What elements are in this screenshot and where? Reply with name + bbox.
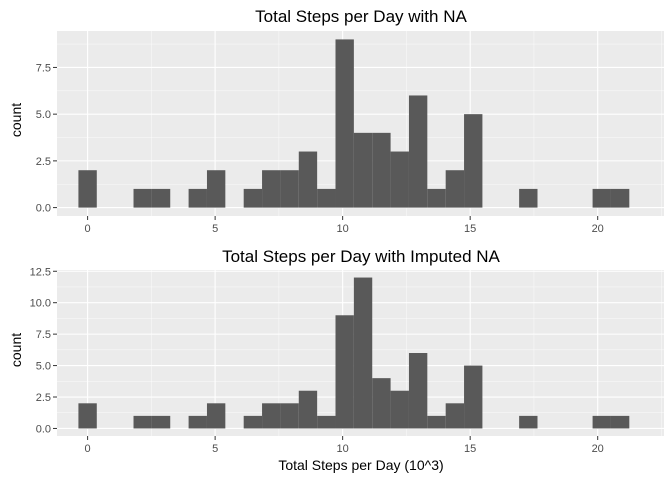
y-axis-title: count xyxy=(8,103,24,137)
y-axis-title: count xyxy=(8,333,24,367)
histogram-bar xyxy=(519,415,538,429)
plot-panel xyxy=(57,31,664,216)
histogram-bar xyxy=(335,39,354,208)
x-tick-label: 5 xyxy=(212,223,218,235)
x-tick-label: 15 xyxy=(464,443,476,455)
y-tick-label: 5.0 xyxy=(36,109,51,121)
histogram-bar xyxy=(151,188,171,208)
x-tick-label: 0 xyxy=(85,443,91,455)
y-tick-label: 0.0 xyxy=(36,203,51,215)
y-tick-label: 5.0 xyxy=(36,361,51,373)
y-tick-label: 7.5 xyxy=(36,329,51,341)
x-tick-label: 10 xyxy=(337,223,349,235)
histogram-bar xyxy=(317,415,336,429)
histogram-bar xyxy=(445,403,465,429)
histogram-bar xyxy=(262,170,281,208)
histogram-bar xyxy=(610,188,630,208)
histogram-bar xyxy=(298,151,318,208)
x-tick-label: 20 xyxy=(592,223,604,235)
histogram-bar xyxy=(592,415,611,429)
histogram-bar xyxy=(408,353,428,429)
histogram-bar xyxy=(133,415,152,429)
histogram-bar xyxy=(353,132,373,208)
histogram-bar xyxy=(206,403,226,429)
histogram-bar xyxy=(464,365,483,429)
histogram-bar xyxy=(280,170,299,208)
histogram-bar xyxy=(243,415,263,429)
x-tick-label: 5 xyxy=(212,443,218,455)
y-tick-label: 12.5 xyxy=(30,266,51,278)
chart-title: Total Steps per Day with NA xyxy=(255,7,467,26)
y-tick-label: 10.0 xyxy=(30,298,51,310)
y-tick-label: 7.5 xyxy=(36,62,51,74)
histogram-bar xyxy=(464,114,483,208)
histogram-bar xyxy=(262,403,281,429)
chart-title: Total Steps per Day with Imputed NA xyxy=(222,247,500,266)
histogram-bar xyxy=(133,188,152,208)
histogram-bar xyxy=(592,188,611,208)
histogram-bar xyxy=(372,378,391,429)
histogram-bar xyxy=(390,151,409,208)
y-tick-label: 0.0 xyxy=(36,423,51,435)
histogram-bar xyxy=(353,277,373,429)
histogram-bar xyxy=(317,188,336,208)
histogram-bar xyxy=(188,415,207,429)
histogram-bar xyxy=(206,170,226,208)
histogram-bar xyxy=(78,170,97,208)
plot-panel xyxy=(57,270,664,436)
histogram-bar xyxy=(610,415,630,429)
histogram-bar xyxy=(427,188,446,208)
histogram-bar xyxy=(408,95,428,208)
histogram-bar xyxy=(519,188,538,208)
histogram-bar xyxy=(78,403,97,429)
x-axis-title: Total Steps per Day (10^3) xyxy=(278,457,443,473)
y-tick-label: 2.5 xyxy=(36,392,51,404)
histogram-with-na: Total Steps per Day with NA count 0.0 2.5… xyxy=(8,7,664,235)
histogram-bar xyxy=(390,390,409,429)
x-tick-label: 10 xyxy=(337,443,349,455)
histogram-bar xyxy=(188,188,207,208)
histogram-bar xyxy=(243,188,263,208)
x-tick-label: 15 xyxy=(464,223,476,235)
histogram-bar xyxy=(151,415,171,429)
histogram-bar xyxy=(445,170,465,208)
histogram-bar xyxy=(298,390,318,429)
histogram-bar xyxy=(427,415,446,429)
histogram-bar xyxy=(372,132,391,208)
histogram-bar xyxy=(280,403,299,429)
histogram-with-imputed-na: Total Steps per Day with Imputed NA coun… xyxy=(8,247,664,473)
x-tick-label: 0 xyxy=(85,223,91,235)
histogram-bar xyxy=(335,315,354,429)
y-tick-label: 2.5 xyxy=(36,156,51,168)
x-tick-label: 20 xyxy=(592,443,604,455)
